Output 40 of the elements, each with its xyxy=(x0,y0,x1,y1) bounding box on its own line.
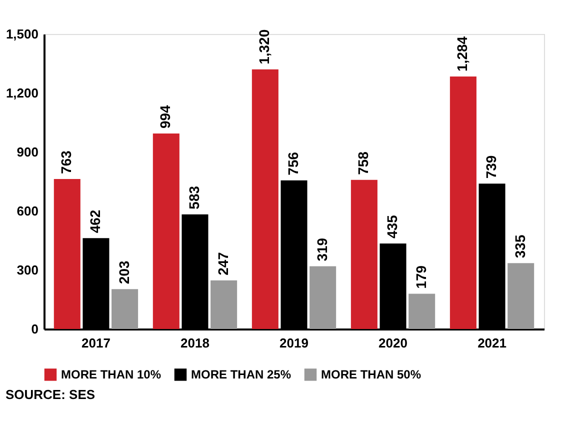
bar xyxy=(152,134,180,329)
bar xyxy=(408,294,436,329)
data-label: 203 xyxy=(116,260,132,284)
bar xyxy=(310,266,336,329)
y-tick-label: 0 xyxy=(31,322,38,336)
bar xyxy=(350,180,378,329)
data-label: 1,320 xyxy=(256,29,272,64)
legend-label: MORE THAN 10% xyxy=(61,368,162,382)
y-tick-label: 300 xyxy=(16,262,38,278)
y-tick-label: 900 xyxy=(16,144,38,160)
data-label: 756 xyxy=(285,152,301,176)
data-label: 462 xyxy=(86,210,103,234)
bar xyxy=(508,263,534,329)
bar xyxy=(112,289,138,329)
data-label: 319 xyxy=(314,238,330,262)
x-tick-label: 2017 xyxy=(82,336,110,350)
x-tick-label: 2019 xyxy=(280,336,308,350)
data-label: 583 xyxy=(186,186,202,210)
x-tick-label: 2021 xyxy=(478,336,506,350)
x-tick-label: 2020 xyxy=(378,336,408,350)
legend-label: MORE THAN 50% xyxy=(321,368,422,382)
data-label: 758 xyxy=(355,151,372,175)
bar xyxy=(252,69,278,329)
y-tick-label: 1,500 xyxy=(6,26,38,42)
data-label: 739 xyxy=(483,155,500,179)
bar xyxy=(450,76,476,329)
data-label: 247 xyxy=(214,252,231,276)
y-tick-label: 600 xyxy=(16,204,38,218)
data-label: 763 xyxy=(58,150,74,174)
bar xyxy=(54,178,80,329)
data-label: 435 xyxy=(384,214,400,238)
data-label: 1,284 xyxy=(454,36,470,72)
x-tick-label: 2018 xyxy=(180,336,210,350)
data-label: 179 xyxy=(412,265,429,289)
y-tick-label: 1,200 xyxy=(6,86,38,100)
source-note: SOURCE: SES xyxy=(5,387,96,402)
data-label: 335 xyxy=(512,234,528,258)
data-label: 994 xyxy=(157,104,174,129)
legend-label: MORE THAN 25% xyxy=(191,368,292,382)
bar xyxy=(210,280,238,329)
